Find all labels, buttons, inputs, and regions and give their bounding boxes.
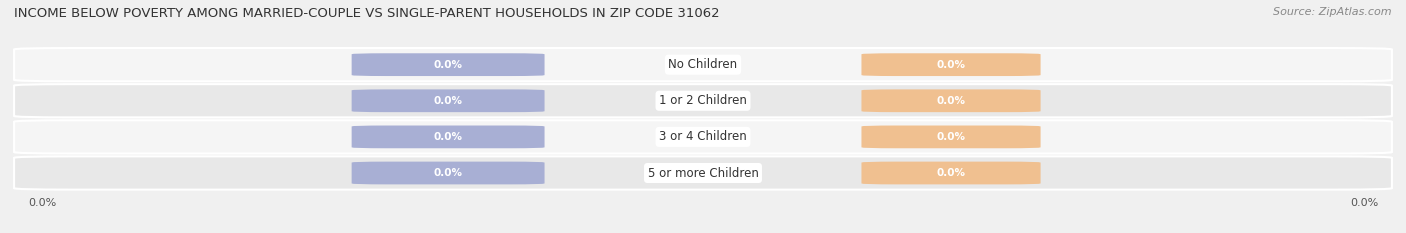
- Text: INCOME BELOW POVERTY AMONG MARRIED-COUPLE VS SINGLE-PARENT HOUSEHOLDS IN ZIP COD: INCOME BELOW POVERTY AMONG MARRIED-COUPL…: [14, 7, 720, 20]
- Text: 0.0%: 0.0%: [936, 96, 966, 106]
- Text: 0.0%: 0.0%: [433, 168, 463, 178]
- Text: 0.0%: 0.0%: [936, 60, 966, 70]
- Text: 1 or 2 Children: 1 or 2 Children: [659, 94, 747, 107]
- Text: Source: ZipAtlas.com: Source: ZipAtlas.com: [1274, 7, 1392, 17]
- FancyBboxPatch shape: [352, 162, 544, 184]
- FancyBboxPatch shape: [14, 120, 1392, 154]
- FancyBboxPatch shape: [862, 126, 1040, 148]
- FancyBboxPatch shape: [862, 89, 1040, 112]
- FancyBboxPatch shape: [14, 48, 1392, 81]
- Text: 0.0%: 0.0%: [28, 198, 56, 208]
- FancyBboxPatch shape: [862, 162, 1040, 184]
- FancyBboxPatch shape: [14, 84, 1392, 117]
- FancyBboxPatch shape: [862, 53, 1040, 76]
- Text: 0.0%: 0.0%: [433, 96, 463, 106]
- Text: 0.0%: 0.0%: [936, 132, 966, 142]
- Text: 0.0%: 0.0%: [1350, 198, 1378, 208]
- Text: No Children: No Children: [668, 58, 738, 71]
- FancyBboxPatch shape: [352, 89, 544, 112]
- Text: 3 or 4 Children: 3 or 4 Children: [659, 130, 747, 143]
- Legend: Married Couples, Single Parents: Married Couples, Single Parents: [582, 231, 824, 233]
- FancyBboxPatch shape: [352, 126, 544, 148]
- FancyBboxPatch shape: [352, 53, 544, 76]
- Text: 0.0%: 0.0%: [433, 132, 463, 142]
- Text: 0.0%: 0.0%: [433, 60, 463, 70]
- Text: 5 or more Children: 5 or more Children: [648, 167, 758, 179]
- FancyBboxPatch shape: [14, 156, 1392, 190]
- Text: 0.0%: 0.0%: [936, 168, 966, 178]
